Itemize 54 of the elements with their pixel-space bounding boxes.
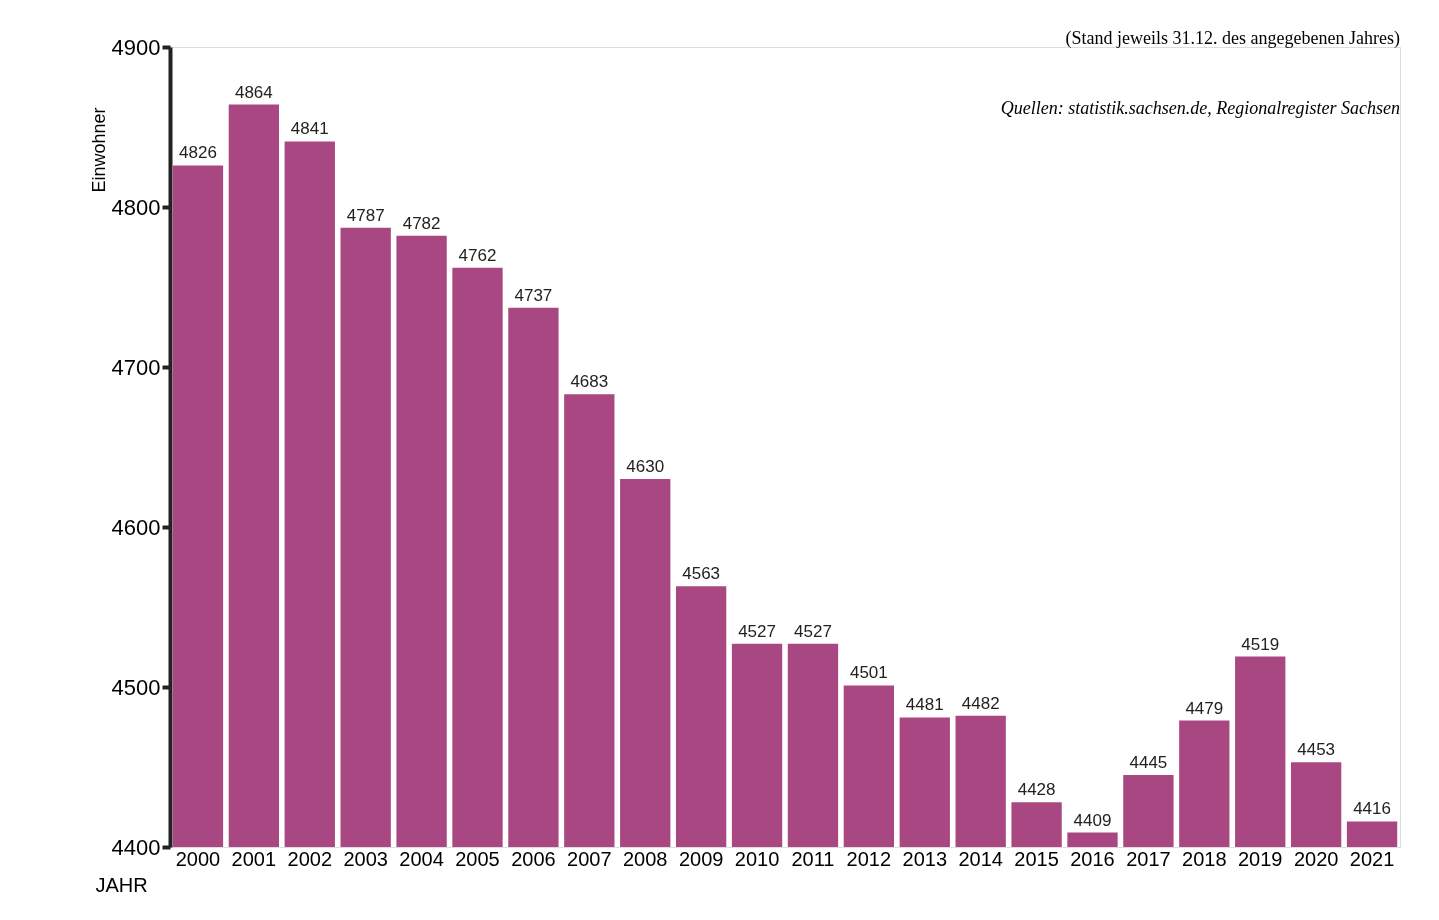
x-tick-label: 2006: [511, 847, 556, 870]
data-label: 4416: [1353, 799, 1391, 819]
data-label: 4841: [290, 119, 329, 139]
data-label: 4479: [1185, 698, 1224, 718]
y-tick-label: 4500: [111, 674, 161, 700]
data-label: 4683: [570, 372, 609, 392]
x-tick-label: 2009: [678, 847, 724, 870]
data-label: 4864: [234, 82, 273, 102]
data-label: 4445: [1129, 753, 1168, 772]
data-label: 4409: [1073, 810, 1112, 830]
y-tick-label: 4800: [111, 194, 161, 220]
data-label: 4762: [458, 245, 497, 265]
data-label: 4630: [626, 457, 665, 476]
x-tick-label: 2016: [1070, 847, 1115, 870]
x-tick-label: 2001: [231, 847, 277, 870]
data-label: 4501: [849, 663, 888, 683]
y-tick-label: 4900: [111, 34, 161, 60]
x-tick-label: 2007: [567, 847, 612, 870]
data-label: 4482: [961, 693, 1000, 713]
x-tick-label: 2019: [1237, 847, 1283, 870]
data-label: 4527: [794, 621, 832, 641]
x-tick-label: 2004: [399, 847, 444, 870]
x-axis-title: JAHR: [95, 873, 148, 896]
data-label: 4787: [346, 205, 385, 225]
y-axis-title: Einwohner: [88, 107, 109, 193]
x-tick-label: 2008: [622, 847, 668, 870]
data-label: 4519: [1241, 634, 1280, 654]
data-label: 4563: [682, 564, 721, 584]
x-tick-label: 2000: [175, 847, 221, 870]
data-label: 4481: [905, 695, 944, 715]
x-tick-label: 2014: [958, 847, 1003, 870]
y-tick-label: 4700: [111, 354, 161, 380]
x-tick-label: 2002: [287, 847, 333, 870]
data-label: 4453: [1297, 740, 1336, 760]
x-tick-label: 2020: [1293, 847, 1339, 870]
y-tick-label: 4400: [111, 834, 161, 860]
x-tick-label: 2010: [734, 847, 780, 870]
data-label: 4428: [1017, 780, 1056, 800]
x-tick-label: 2015: [1014, 847, 1059, 870]
x-tick-label: 2018: [1182, 847, 1227, 870]
data-label: 4782: [402, 213, 441, 233]
x-tick-label: 2011: [791, 847, 835, 870]
x-tick-label: 2021: [1349, 847, 1395, 870]
x-tick-label: 2005: [455, 847, 500, 870]
data-label: 4826: [179, 143, 217, 163]
data-label: 4737: [514, 285, 553, 305]
x-tick-label: 2012: [846, 847, 892, 870]
annotation: (Stand jeweils 31.12. des angegebenen Jahres): [1065, 28, 1400, 49]
data-label: 4527: [738, 621, 776, 641]
x-tick-label: 2013: [902, 847, 948, 870]
x-tick-label: 2003: [343, 847, 388, 870]
x-tick-label: 2017: [1126, 847, 1171, 870]
y-tick-label: 4600: [111, 514, 161, 540]
annotation: Quellen: statistik.sachsen.de, Regionalregister Sachsen: [1000, 98, 1400, 118]
